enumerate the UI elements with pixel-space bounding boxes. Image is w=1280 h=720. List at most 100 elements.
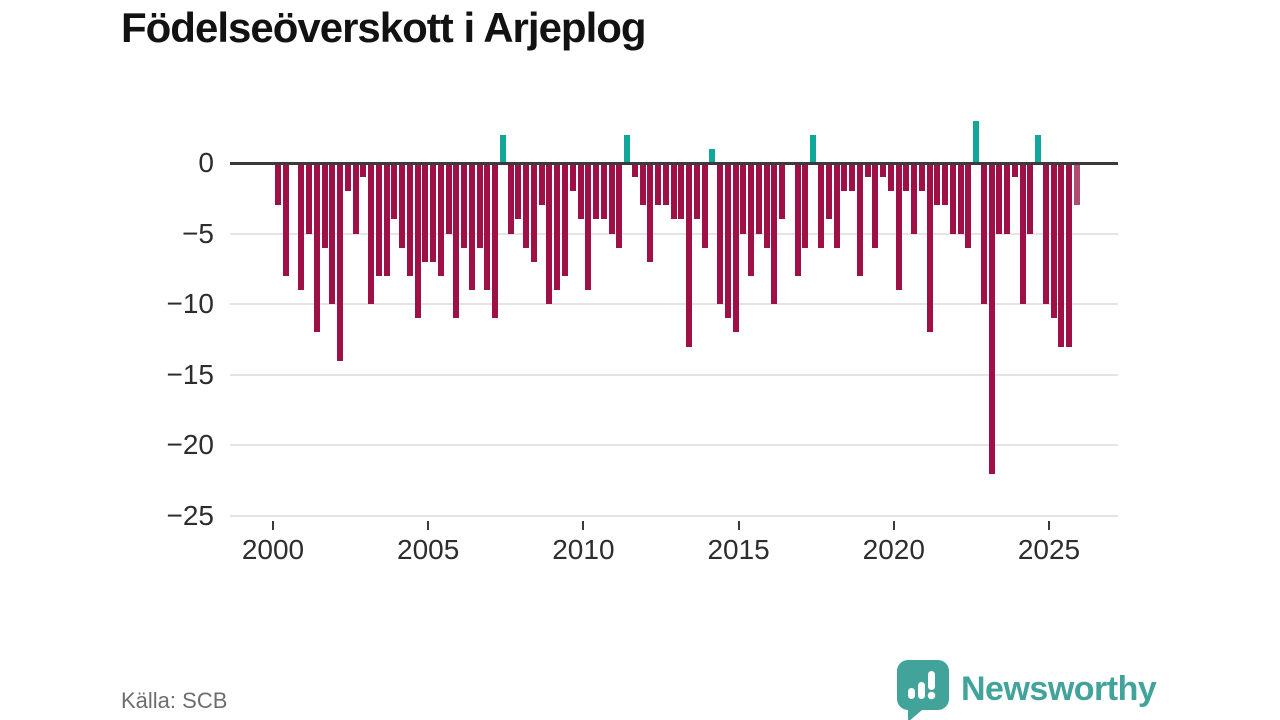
gridline-y-20 [230,444,1118,447]
bar-2018Q1 [833,163,840,248]
bar-2000Q4 [298,163,305,291]
bar-2016Q2 [779,163,786,220]
bar-2022Q3 [973,120,980,163]
bar-2020Q3 [911,163,918,234]
bar-2025Q4 [1073,163,1080,206]
x-axis-label-2010: 2010 [552,534,615,565]
bar-2013Q3 [693,163,700,220]
bar-2000Q1 [275,163,281,206]
bar-2009Q4 [577,163,584,220]
bar-2025Q3 [1066,163,1073,347]
bar-2001Q2 [313,163,320,333]
bar-2006Q2 [468,163,475,291]
bar-2019Q2 [872,163,879,248]
logo-bar-medium [918,682,925,699]
logo-exclamation-bar [928,671,935,690]
y-axis-label--5: −5 [182,217,214,249]
bar-2012Q2 [655,163,662,206]
bar-2016Q1 [771,163,778,305]
bar-2006Q4 [484,163,491,291]
bar-2017Q4 [825,163,832,220]
bar-2015Q2 [748,163,755,276]
bar-2022Q4 [980,163,987,305]
gridline-y-5 [230,232,1118,235]
bar-2007Q3 [507,163,514,234]
bar-2018Q2 [841,163,848,192]
bar-2019Q3 [880,163,887,178]
bar-2002Q3 [352,163,359,234]
bar-2023Q1 [988,163,995,474]
bar-2000Q2 [282,163,289,276]
bar-2003Q3 [383,163,390,276]
bar-2011Q2 [624,134,631,163]
bar-2019Q4 [887,163,894,192]
bar-2004Q4 [422,163,429,262]
bar-2003Q1 [368,163,375,305]
bar-2015Q1 [740,163,747,234]
newsworthy-logo-icon [897,660,949,720]
bar-2022Q2 [965,163,972,248]
bar-2025Q1 [1050,163,1057,319]
y-axis-label-0: 0 [198,147,214,178]
x-axis-tick-2010 [582,521,585,530]
bar-2021Q2 [934,163,941,206]
bar-2021Q3 [942,163,949,206]
bar-2008Q4 [546,163,553,305]
bar-2020Q2 [903,163,910,192]
bar-2021Q4 [949,163,956,234]
bar-2024Q4 [1042,163,1049,305]
bar-2010Q1 [585,163,592,291]
bar-2009Q2 [562,163,568,276]
bar-2005Q1 [430,163,437,262]
bar-2024Q2 [1027,163,1034,234]
bar-2010Q4 [608,163,615,234]
y-axis-label--20: −20 [166,429,215,461]
x-axis-label-2015: 2015 [707,534,770,565]
bar-2017Q2 [810,134,817,163]
bar-2001Q3 [321,163,328,248]
newsworthy-wordmark: Newsworthy [961,669,1157,708]
bar-2005Q4 [453,163,460,319]
bar-2011Q3 [631,163,638,178]
bar-2017Q3 [817,163,824,248]
gridline-y-10 [230,303,1118,306]
bar-2015Q3 [755,163,762,234]
bar-2025Q2 [1058,163,1065,347]
bar-2008Q3 [538,163,545,206]
bar-2018Q4 [856,163,863,276]
bar-2003Q2 [375,163,382,276]
bar-2001Q4 [329,163,336,305]
bar-2003Q4 [391,163,398,220]
bar-2015Q4 [763,163,770,248]
bar-2013Q1 [678,163,685,220]
x-axis-label-2020: 2020 [862,534,925,565]
x-axis-tick-2005 [427,521,430,530]
bar-2002Q2 [344,163,351,192]
gridline-y-25 [230,515,1118,517]
bar-2023Q4 [1011,163,1018,178]
x-axis-tick-2015 [737,521,740,530]
bar-2014Q2 [717,163,724,305]
bar-2004Q1 [399,163,406,248]
bar-2007Q2 [499,134,506,163]
bar-2023Q2 [996,163,1003,234]
bar-2011Q4 [639,163,646,206]
logo-exclamation-dot [927,691,936,700]
bar-2016Q4 [794,163,801,276]
bar-2008Q2 [530,163,537,262]
bar-2007Q4 [515,163,522,220]
gridline-y-15 [230,373,1118,376]
bar-2022Q1 [957,163,964,234]
bar-2020Q1 [895,163,902,291]
bar-2012Q1 [647,163,654,262]
bar-2001Q1 [306,163,313,234]
bar-2006Q1 [461,163,468,248]
bar-2014Q1 [709,148,716,163]
logo-bar-small [908,688,915,699]
bar-2014Q4 [732,163,739,333]
y-axis-label--25: −25 [166,500,215,531]
y-axis-label--15: −15 [166,358,215,390]
bar-2002Q1 [337,163,344,361]
x-axis-label-2000: 2000 [241,534,305,565]
